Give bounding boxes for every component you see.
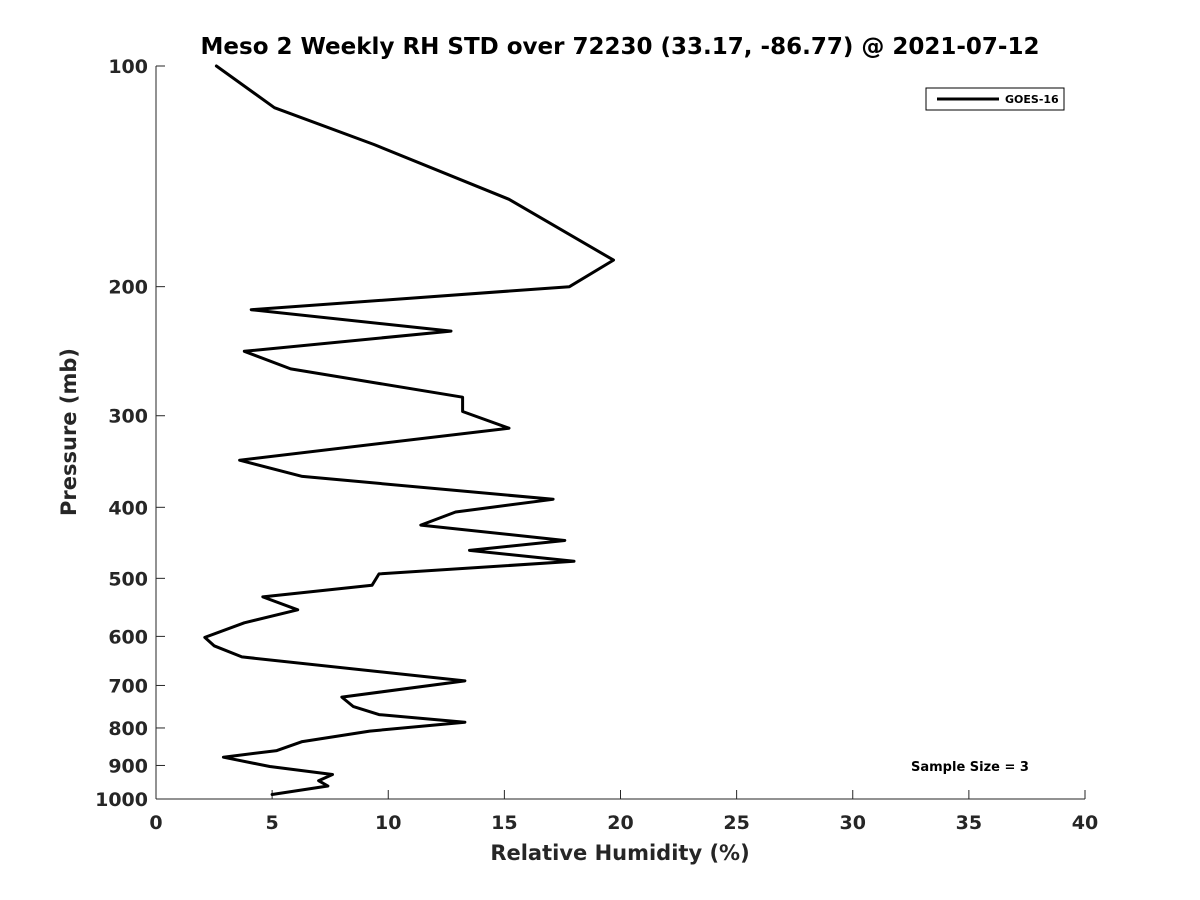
data-point [420,524,422,526]
y-ticks: 100 200 300 400 500 600 700 800 900 1000 [95,56,165,811]
data-point [552,498,554,500]
legend: GOES-16 [925,87,1065,111]
data-point [508,198,510,200]
y-tick-label: 900 [108,755,148,777]
data-point [301,741,303,743]
data-point [262,596,264,598]
y-tick-label: 100 [108,56,148,78]
data-point [243,350,245,352]
y-axis-label: Pressure (mb) [57,348,81,516]
data-point [564,540,566,541]
data-point [462,411,464,412]
data-point [464,680,466,682]
data-point [573,560,575,562]
data-point [352,706,354,708]
data-point [290,368,292,370]
x-tick-label: 10 [375,812,401,834]
data-point [462,396,464,398]
data-point [341,696,343,698]
data-point [378,573,380,575]
data-point [469,549,470,551]
data-point [371,584,373,586]
y-tick-label: 700 [108,675,148,697]
data-point [297,609,299,611]
data-point [327,785,329,787]
x-tick-label: 15 [491,812,517,834]
data-point [222,756,224,758]
x-tick-label: 0 [149,812,162,834]
data-point [613,259,614,261]
y-tick-label: 600 [108,626,148,648]
data-point [369,730,371,732]
chart-title: Meso 2 Weekly RH STD over 72230 (33.17, … [201,34,1040,60]
x-tick-label: 25 [723,812,749,834]
data-point [250,309,252,311]
sample-size-annotation: Sample Size = 3 [911,760,1029,775]
y-tick-label: 300 [108,406,148,428]
data-point [276,750,278,752]
y-tick-label: 800 [108,718,148,740]
data-point [241,656,243,658]
y-tick-label: 400 [108,497,148,519]
data-point [273,107,275,109]
series-layer [203,64,615,796]
y-tick-label: 200 [108,277,148,299]
data-point [213,645,215,647]
data-point [318,780,320,782]
x-tick-label: 20 [607,812,633,834]
legend-entry-label: GOES-16 [1005,93,1059,106]
x-tick-label: 30 [840,812,866,834]
data-point [332,774,333,775]
data-point [271,794,273,795]
data-point [568,286,570,288]
data-point [450,330,452,332]
data-point [455,511,457,513]
x-axis-label: Relative Humidity (%) [490,841,749,865]
data-point [269,766,271,767]
data-point [373,144,375,146]
x-tick-label: 40 [1072,812,1098,834]
x-tick-label: 35 [956,812,982,834]
x-ticks: 0 5 10 15 20 25 30 35 40 [149,790,1098,834]
data-point [239,459,241,461]
data-point [215,65,217,67]
data-point [301,475,303,477]
data-point [508,427,510,429]
data-point [464,721,466,723]
y-tick-label: 1000 [95,789,148,811]
data-point [204,636,206,638]
y-tick-label: 500 [108,568,148,590]
data-point [378,714,380,716]
data-point [243,622,245,624]
x-tick-label: 5 [266,812,279,834]
